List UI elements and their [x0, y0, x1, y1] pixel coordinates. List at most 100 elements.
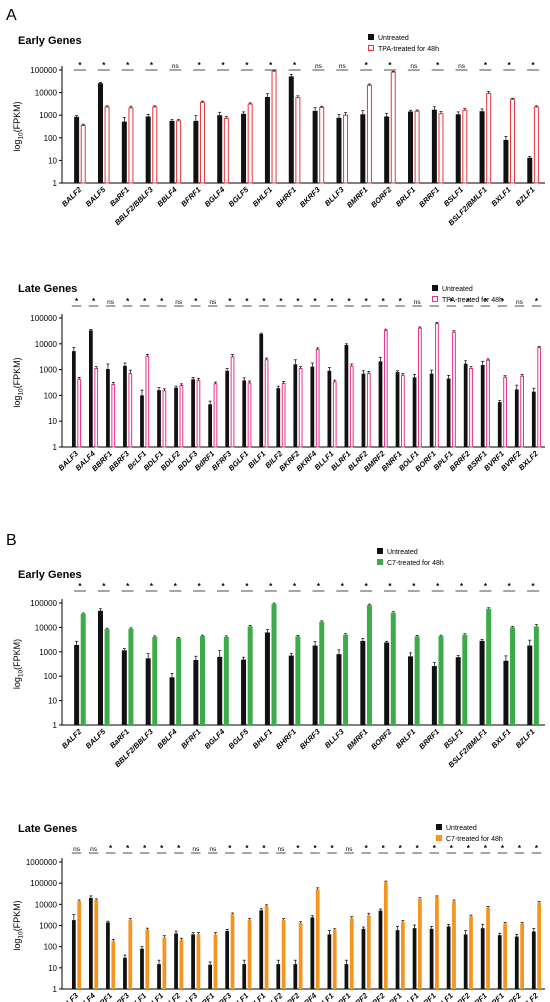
category-label: BLLF3 [323, 726, 346, 749]
bar-untreated [71, 351, 76, 447]
y-tick-label: 10 [48, 697, 57, 706]
bar-treated [486, 907, 490, 989]
significance-marker: * [78, 582, 82, 591]
bar-treated [176, 638, 182, 725]
bar-treated [295, 636, 301, 725]
significance-marker: * [92, 297, 96, 306]
bar-treated [486, 608, 492, 725]
bar-untreated [336, 654, 342, 725]
bar-untreated [145, 116, 151, 183]
legend-label: TPA-treated for 48h [378, 46, 439, 53]
y-axis-label-subscript: 10 [18, 388, 25, 396]
significance-marker: ns [315, 63, 323, 70]
significance-marker: ns [346, 846, 354, 853]
significance-marker: * [365, 582, 369, 591]
significance-marker: * [262, 297, 266, 306]
bar-untreated [193, 660, 199, 725]
bar-treated [438, 636, 444, 725]
bar-untreated [429, 373, 434, 447]
bar-treated [80, 125, 86, 184]
legend-swatch [432, 285, 438, 291]
significance-marker: * [382, 297, 386, 306]
bar-treated [400, 374, 405, 448]
chart-title: Late Genes [18, 283, 77, 295]
bar-untreated [217, 656, 223, 725]
y-tick-label: 1 [53, 179, 58, 188]
bar-untreated [259, 333, 264, 447]
category-label: BHLF1 [251, 185, 274, 208]
significance-marker: * [78, 61, 82, 70]
bar-treated [414, 636, 420, 725]
bar-untreated [361, 928, 366, 989]
significance-marker: * [535, 297, 539, 306]
category-label: BILF2 [263, 990, 285, 1002]
legend-label: C7-treated for 48h [387, 560, 444, 567]
bar-treated [349, 365, 354, 448]
bar-treated [438, 113, 444, 184]
bar-treated [533, 626, 539, 725]
bar-untreated [193, 120, 199, 183]
bar-untreated [408, 111, 414, 183]
bar-untreated [293, 964, 298, 989]
bar-untreated [169, 120, 175, 183]
significance-marker: ns [414, 299, 422, 306]
bar-untreated [360, 114, 366, 183]
legend-swatch [377, 548, 383, 554]
bar-treated [486, 359, 490, 448]
significance-marker: * [484, 844, 488, 853]
category-label: BRLF1 [394, 727, 417, 750]
chart-b-late-genes: Late Geneslog10(FPKM)1101001000100001000… [12, 823, 545, 1002]
bar-treated [319, 106, 325, 184]
bar-treated [469, 368, 473, 448]
significance-marker: * [501, 844, 505, 853]
bar-untreated [264, 632, 270, 725]
bar-untreated [97, 610, 103, 725]
category-label: BHRF1 [274, 185, 298, 209]
bar-untreated [412, 928, 417, 989]
category-label: BILF1 [246, 449, 267, 470]
significance-marker: ns [172, 63, 180, 70]
bar-untreated [191, 934, 195, 989]
y-tick-label: 1 [53, 985, 58, 994]
significance-marker: * [245, 844, 249, 853]
legend-swatch [436, 824, 442, 830]
bar-treated [366, 915, 371, 989]
legend-label: C7-treated for 48h [446, 836, 503, 843]
bar-treated [247, 382, 252, 448]
category-label: BSRF1 [465, 991, 489, 1002]
bar-treated [435, 323, 439, 448]
bar-treated [128, 628, 134, 725]
category-label: BHRF1 [274, 727, 298, 751]
category-label: BDLF2 [159, 990, 183, 1002]
significance-marker: * [365, 61, 369, 70]
category-label: BKRF2 [277, 990, 302, 1002]
bar-untreated [241, 113, 247, 183]
bar-untreated [208, 404, 213, 447]
bar-untreated [378, 910, 383, 989]
bar-treated [230, 914, 235, 989]
bar-treated [452, 331, 456, 448]
bar-treated [128, 373, 133, 448]
significance-marker: * [416, 844, 420, 853]
bar-untreated [527, 157, 533, 183]
y-axis-label-subscript: 10 [18, 132, 25, 140]
bar-treated [469, 916, 473, 989]
significance-marker: * [160, 844, 164, 853]
category-label: BGLF4 [203, 726, 227, 750]
bar-untreated [503, 660, 509, 725]
category-label: BGLF5 [227, 726, 251, 750]
bar-untreated [531, 931, 536, 989]
significance-marker: * [313, 297, 317, 306]
category-label: BLLF1 [313, 991, 336, 1002]
significance-marker: ns [209, 299, 217, 306]
significance-marker: * [508, 582, 512, 591]
bar-untreated [191, 379, 195, 447]
legend-swatch [368, 45, 374, 51]
category-label: BXLF2 [517, 448, 541, 472]
bar-treated [435, 897, 439, 989]
bar-untreated [527, 645, 533, 725]
y-tick-label: 1000 [39, 922, 57, 931]
significance-marker: * [433, 844, 437, 853]
bar-untreated [455, 657, 461, 725]
bar-treated [462, 109, 468, 184]
